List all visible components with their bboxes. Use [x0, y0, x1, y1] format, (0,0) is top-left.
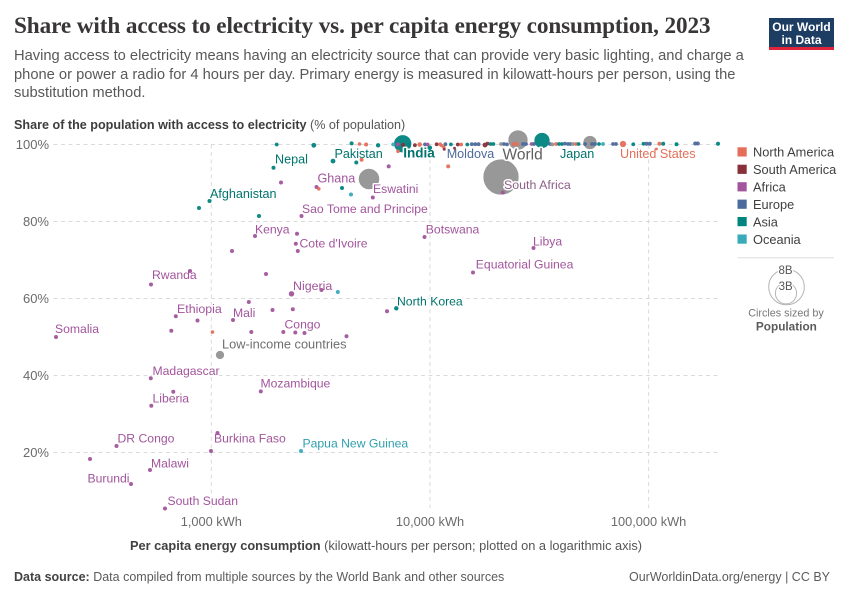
- svg-text:Europe: Europe: [753, 197, 794, 212]
- svg-text:Ethiopia: Ethiopia: [177, 302, 222, 316]
- svg-text:Madagascar: Madagascar: [153, 364, 220, 378]
- svg-text:DR Congo: DR Congo: [118, 432, 175, 446]
- svg-text:Population: Population: [756, 320, 817, 334]
- svg-text:Pakistan: Pakistan: [335, 147, 383, 161]
- svg-text:World: World: [503, 147, 543, 164]
- svg-text:Mozambique: Mozambique: [261, 376, 331, 390]
- svg-text:40%: 40%: [23, 368, 49, 383]
- svg-text:Cote d'Ivoire: Cote d'Ivoire: [300, 237, 368, 251]
- svg-text:60%: 60%: [23, 291, 49, 306]
- svg-text:Nepal: Nepal: [275, 153, 308, 167]
- svg-text:Sao Tome and Principe: Sao Tome and Principe: [302, 202, 428, 216]
- svg-text:South Africa: South Africa: [504, 178, 571, 192]
- svg-text:Congo: Congo: [285, 318, 321, 332]
- svg-text:Africa: Africa: [753, 180, 787, 195]
- svg-text:100%: 100%: [16, 137, 50, 152]
- svg-text:Per capita energy consumption: Per capita energy consumption (kilowatt-…: [130, 538, 642, 553]
- svg-text:Papua New Guinea: Papua New Guinea: [303, 437, 409, 451]
- svg-text:Moldova: Moldova: [447, 147, 495, 161]
- svg-text:8B: 8B: [778, 265, 792, 277]
- svg-text:United States: United States: [620, 147, 696, 161]
- svg-text:Circles sized by: Circles sized by: [748, 308, 824, 320]
- svg-text:3B: 3B: [779, 281, 793, 293]
- svg-text:Nigeria: Nigeria: [293, 279, 332, 293]
- svg-text:100,000 kWh: 100,000 kWh: [611, 514, 686, 529]
- svg-text:South America: South America: [753, 162, 837, 177]
- svg-text:Low-income countries: Low-income countries: [222, 336, 346, 351]
- svg-text:Afghanistan: Afghanistan: [210, 187, 277, 201]
- svg-text:Asia: Asia: [753, 214, 779, 229]
- svg-text:80%: 80%: [23, 214, 49, 229]
- svg-text:Equatorial Guinea: Equatorial Guinea: [476, 258, 574, 272]
- svg-text:Ghana: Ghana: [318, 171, 356, 185]
- svg-text:North America: North America: [753, 145, 835, 160]
- svg-text:Kenya: Kenya: [255, 223, 290, 237]
- svg-text:Malawi: Malawi: [151, 457, 189, 471]
- svg-text:Burkina Faso: Burkina Faso: [214, 432, 286, 446]
- svg-text:Japan: Japan: [560, 147, 594, 161]
- svg-text:Rwanda: Rwanda: [152, 268, 197, 282]
- svg-text:South Sudan: South Sudan: [168, 494, 238, 508]
- svg-text:Oceania: Oceania: [753, 232, 802, 247]
- svg-text:20%: 20%: [23, 445, 49, 460]
- svg-text:Mali: Mali: [233, 306, 255, 320]
- svg-text:Eswatini: Eswatini: [373, 182, 418, 196]
- svg-text:Botswana: Botswana: [426, 223, 480, 237]
- svg-text:Burundi: Burundi: [88, 472, 130, 486]
- svg-text:Liberia: Liberia: [153, 392, 190, 406]
- svg-text:North Korea: North Korea: [397, 295, 463, 309]
- svg-text:Libya: Libya: [533, 235, 562, 249]
- svg-text:1,000 kWh: 1,000 kWh: [181, 514, 242, 529]
- svg-text:Somalia: Somalia: [55, 322, 99, 336]
- svg-text:10,000 kWh: 10,000 kWh: [396, 514, 464, 529]
